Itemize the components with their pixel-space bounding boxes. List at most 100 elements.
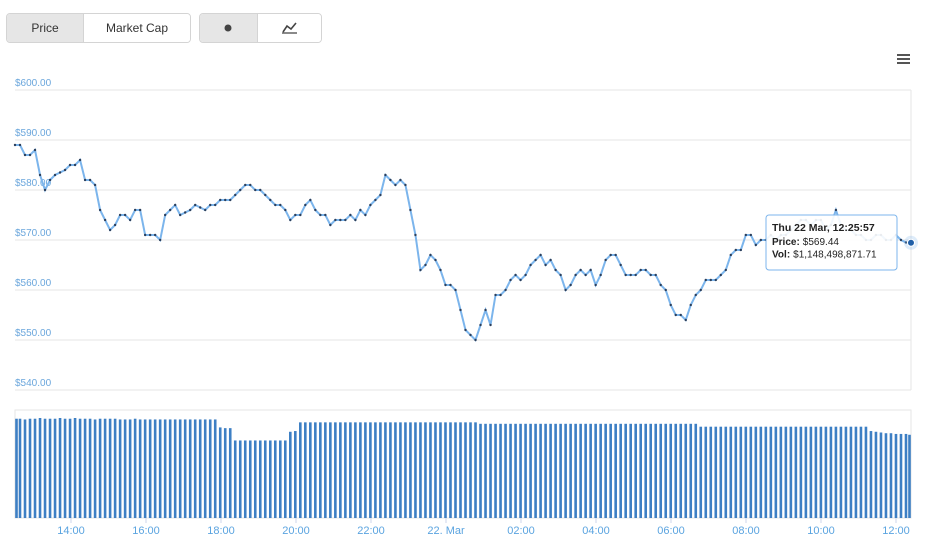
line-view-button[interactable]	[258, 14, 321, 42]
volume-bar	[479, 423, 482, 518]
price-point	[574, 273, 577, 277]
volume-bar	[824, 426, 828, 518]
volume-bar	[669, 423, 673, 518]
volume-bar	[23, 419, 27, 518]
price-point	[689, 303, 692, 307]
price-point	[389, 178, 392, 182]
price-point	[669, 303, 672, 307]
price-point	[739, 248, 743, 252]
volume-bar	[268, 440, 272, 518]
price-point	[329, 223, 332, 227]
price-point	[724, 268, 727, 272]
x-tick-label: 10:00	[807, 525, 835, 537]
menu-icon[interactable]	[897, 54, 910, 64]
line-icon	[282, 22, 297, 34]
volume-bar	[644, 423, 648, 518]
price-point	[123, 213, 127, 217]
price-point	[239, 188, 242, 192]
volume-bar	[158, 419, 162, 518]
price-point	[629, 273, 632, 277]
price-point	[173, 203, 177, 207]
price-point	[884, 238, 888, 242]
price-point	[404, 183, 407, 187]
volume-bar	[359, 422, 362, 518]
volume-bar	[429, 422, 432, 518]
volume-bar	[364, 422, 367, 518]
volume-bar	[799, 426, 803, 518]
volume-bar	[183, 419, 187, 518]
x-tick-label: 06:00	[657, 525, 685, 537]
price-point	[694, 293, 697, 297]
price-point	[879, 233, 883, 237]
volume-bar	[299, 422, 302, 518]
price-point	[784, 233, 788, 237]
volume-bar	[709, 426, 713, 518]
price-point	[774, 238, 778, 242]
tooltip-box	[765, 214, 898, 271]
price-point	[153, 233, 157, 237]
volume-bar	[389, 422, 392, 518]
x-tick-label: 12:00	[882, 525, 910, 537]
price-point	[549, 258, 552, 262]
view-toggle	[199, 13, 322, 43]
volume-bar	[178, 419, 182, 518]
volume-bar	[764, 426, 768, 518]
price-point	[188, 208, 192, 212]
volume-bar	[98, 418, 102, 518]
volume-bar	[639, 423, 642, 518]
price-point	[229, 198, 232, 202]
price-point	[209, 203, 212, 207]
volume-bar	[844, 426, 848, 518]
price-point	[469, 333, 472, 337]
price-point	[894, 233, 898, 237]
price-point	[88, 178, 92, 182]
market-cap-button[interactable]: Market Cap	[84, 14, 190, 42]
volume-bar	[173, 419, 177, 518]
price-point	[279, 203, 282, 207]
price-point	[569, 283, 572, 287]
volume-bar	[519, 423, 522, 518]
price-point	[439, 268, 442, 272]
price-point	[754, 243, 758, 247]
price-point	[544, 263, 547, 267]
price-button[interactable]: Price	[7, 14, 84, 42]
volume-bar	[248, 440, 252, 518]
volume-bar	[739, 426, 743, 518]
volume-bar	[148, 419, 152, 518]
price-point	[254, 188, 257, 192]
price-point	[494, 293, 497, 297]
price-point	[499, 293, 502, 297]
volume-bar	[854, 426, 858, 518]
volume-bar	[804, 426, 808, 518]
price-point	[113, 223, 117, 227]
tooltip: Thu 22 Mar, 12:25:57 Price: $569.44 Vol: $1,…	[765, 214, 898, 271]
volume-bar	[729, 426, 733, 518]
price-point	[824, 228, 828, 232]
tooltip-row: Vol: $1,148,498,871.71	[772, 250, 877, 261]
volume-bar	[188, 419, 192, 518]
volume-bar	[559, 423, 562, 518]
price-point	[264, 193, 267, 197]
volume-bar	[849, 426, 853, 518]
price-point	[804, 218, 808, 222]
volume-bar	[884, 433, 888, 518]
volume-bar	[329, 422, 332, 518]
volume-bar	[829, 426, 833, 518]
price-point	[444, 283, 447, 287]
price-point	[424, 263, 427, 267]
volume-bar	[609, 423, 612, 518]
price-point	[158, 238, 162, 242]
volume-bar	[28, 418, 32, 518]
volume-bar	[258, 440, 262, 518]
dot-view-button[interactable]	[200, 14, 258, 42]
volume-bar	[238, 440, 242, 518]
volume-bar	[514, 423, 517, 518]
price-point	[759, 238, 763, 242]
price-point	[874, 233, 878, 237]
volume-bar	[78, 418, 82, 518]
x-tick-label: 04:00	[582, 525, 610, 537]
volume-bar	[599, 423, 602, 518]
volume-bar	[664, 423, 668, 518]
price-point	[514, 273, 517, 277]
volume-bar	[694, 423, 698, 518]
